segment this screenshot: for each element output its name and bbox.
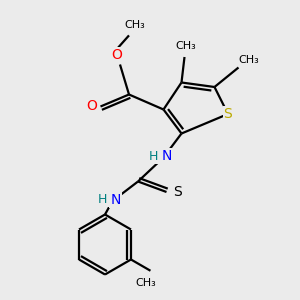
Text: S: S [173,185,182,199]
Text: N: N [161,149,172,163]
Text: N: N [110,193,121,206]
Text: S: S [224,107,232,121]
Text: CH₃: CH₃ [136,278,156,288]
Text: CH₃: CH₃ [124,20,146,30]
Text: O: O [112,48,122,62]
Text: H: H [98,193,108,206]
Text: CH₃: CH₃ [238,55,260,65]
Text: H: H [149,149,159,163]
Text: CH₃: CH₃ [176,40,197,51]
Text: O: O [86,100,97,113]
